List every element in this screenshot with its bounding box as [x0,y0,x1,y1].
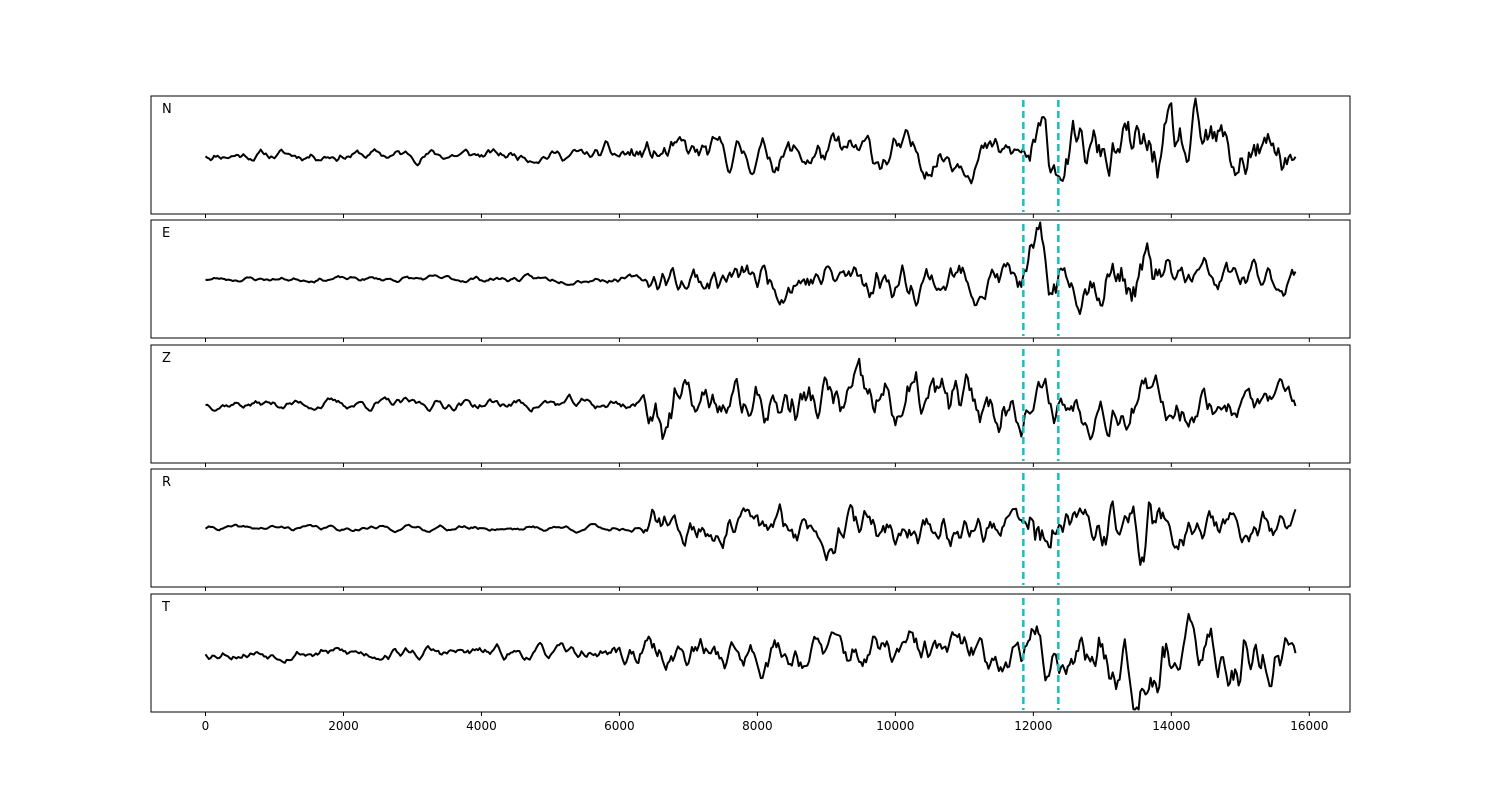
axes-frame [150,468,1351,588]
axes-frame [150,95,1351,215]
waveform-R [204,500,1297,566]
subplot-R: R [150,468,1351,591]
x-tick-label: 0 [202,719,210,733]
subplot-E: E [150,219,1351,342]
axes-frame [150,593,1351,713]
x-tick-label: 16000 [1290,719,1328,733]
component-label: R [162,475,171,490]
waveform-Z [205,357,1297,441]
x-tick-label: 8000 [742,719,773,733]
subplot-T: 0 2000 4000 6000 8000 10000 12000 14000 16000 T [150,593,1351,733]
x-tick-label: 14000 [1152,719,1190,733]
component-label: T [161,600,170,615]
component-label: Z [162,351,171,366]
x-tick-label: 10000 [876,719,914,733]
x-tick-label: 2000 [328,719,359,733]
x-tick-label: 4000 [466,719,497,733]
waveform-T [204,613,1297,711]
component-label: E [162,226,170,241]
component-label: N [162,102,172,117]
waveform-E [205,221,1297,315]
axes-frame [150,219,1351,339]
x-tick-label: 6000 [604,719,635,733]
axes-frame [150,344,1351,464]
x-tick-label: 12000 [1014,719,1052,733]
subplot-Z: Z [150,344,1351,467]
waveform-N [204,97,1297,185]
subplot-N: N [150,95,1351,218]
